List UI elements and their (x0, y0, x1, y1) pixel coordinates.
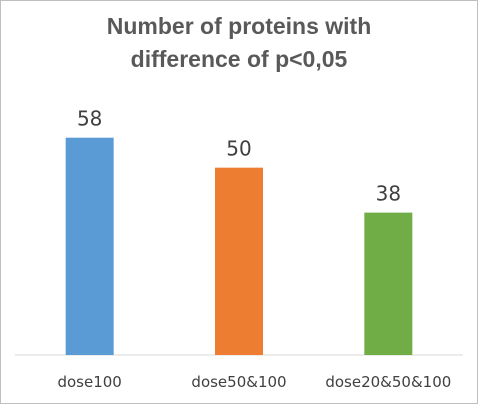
x-tick-label-2: dose20&50&100 (325, 373, 451, 391)
bar-1 (215, 167, 263, 355)
chart-title: Number of proteins with difference of p<… (0, 10, 478, 76)
chart-title-line-1: Number of proteins with (106, 13, 372, 39)
x-tick-label-0: dose100 (57, 373, 121, 391)
data-label-2: 38 (376, 182, 401, 206)
data-label-0: 58 (77, 107, 102, 131)
x-tick-label-1: dose50&100 (191, 373, 286, 391)
data-label-1: 50 (226, 137, 251, 161)
bar-0 (65, 137, 114, 355)
chart-title-line-2: difference of p<0,05 (130, 46, 348, 72)
bar-2 (364, 212, 413, 355)
